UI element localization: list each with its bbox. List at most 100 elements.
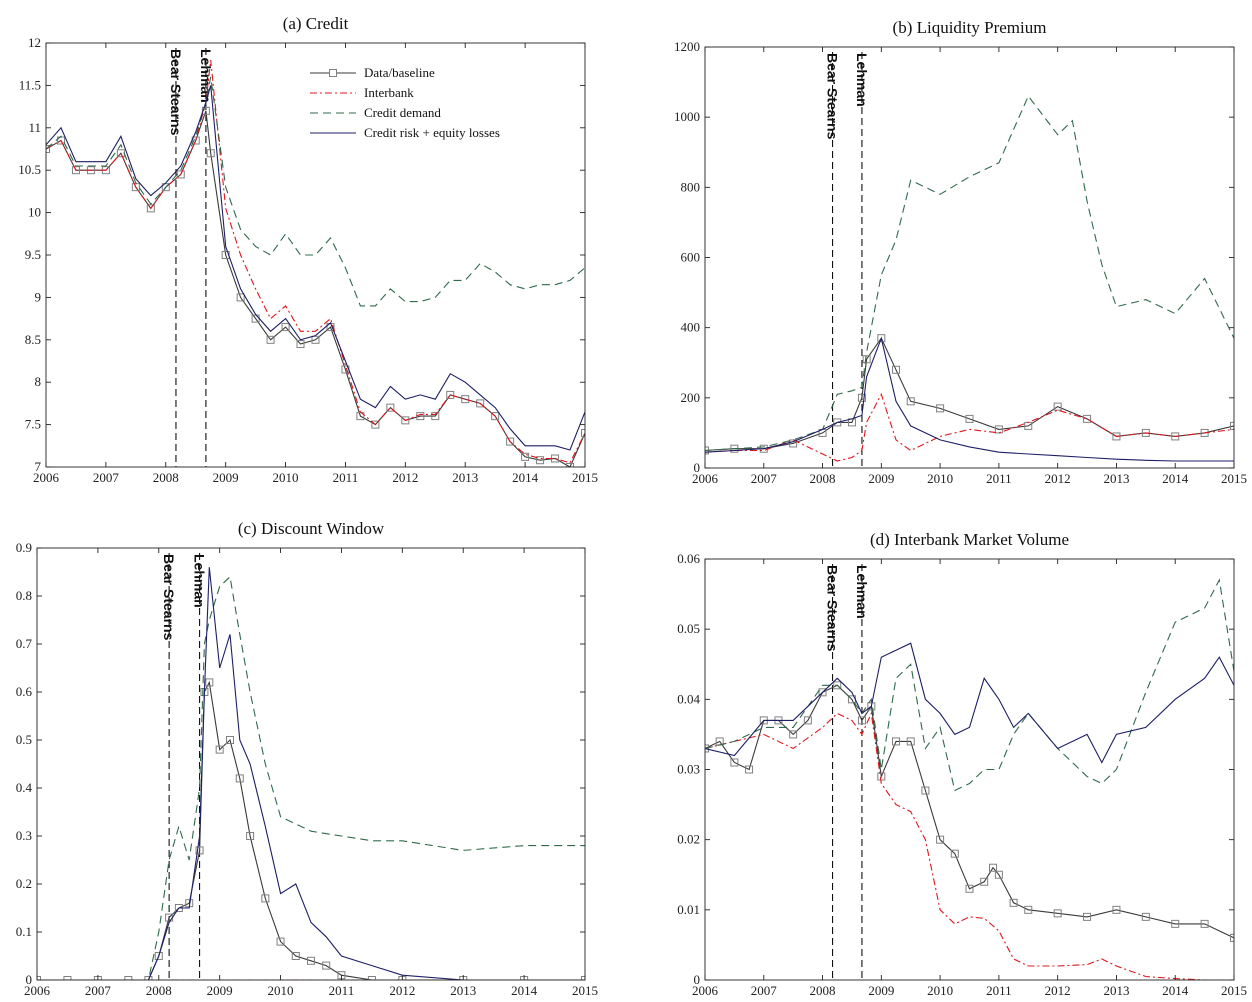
event-label: Bear Stearns [168, 49, 184, 136]
data-point [154, 952, 163, 960]
data-point [63, 976, 72, 980]
data-point [266, 335, 275, 344]
y-tick-label: 10 [28, 205, 41, 220]
data-point [906, 737, 915, 746]
x-tick-label: 2012 [1045, 983, 1071, 998]
data-point [206, 149, 215, 158]
series-group [46, 59, 585, 467]
x-tick-label: 2009 [213, 470, 239, 485]
x-tick-label: 2011 [329, 983, 355, 998]
event-label: Lehman [854, 53, 870, 107]
data-point [71, 166, 80, 175]
data-point [857, 393, 866, 402]
x-tick-label: 2011 [333, 470, 359, 485]
legend-label: Credit demand [364, 105, 441, 120]
series-line [46, 59, 585, 464]
data-point [1200, 919, 1209, 928]
y-tick-label: 0.9 [16, 540, 32, 555]
y-tick-label: 11.5 [19, 77, 41, 92]
y-tick-label: 0 [694, 972, 701, 987]
y-tick-label: 7 [35, 459, 42, 474]
data-point [124, 976, 133, 980]
data-point [1171, 919, 1180, 928]
series-line [705, 336, 1234, 462]
data-point [307, 956, 315, 965]
data-point [261, 894, 270, 903]
data-point [506, 437, 515, 446]
data-point [936, 835, 945, 844]
data-point [226, 736, 235, 744]
data-point [367, 976, 376, 980]
panel-discount-window: (c) Discount Window Bear Stearns Lehman 200… [16, 519, 598, 998]
data-point [1083, 912, 1092, 921]
data-point [867, 702, 876, 711]
x-tick-label: 2006 [692, 471, 719, 486]
data-point [994, 425, 1003, 434]
series-line [37, 575, 585, 980]
y-tick-label: 0 [694, 460, 701, 475]
x-tick-label: 2012 [392, 470, 418, 485]
x-tick-label: 2012 [1045, 471, 1071, 486]
y-tick-label: 0.05 [677, 621, 700, 636]
data-point [566, 463, 575, 467]
data-point [276, 937, 285, 946]
x-tick-label: 2013 [1103, 471, 1129, 486]
y-tick-label: 800 [681, 179, 701, 194]
y-tick-label: 9.5 [25, 247, 41, 262]
event-label: Bear Stearns [825, 53, 841, 140]
x-tick-label: 2006 [33, 470, 60, 485]
legend-label: Credit risk + equity losses [364, 125, 500, 140]
x-tick-label: 2008 [810, 471, 836, 486]
data-point [491, 412, 500, 421]
y-tick-label: 400 [681, 320, 701, 335]
x-tick-label: 2008 [810, 983, 836, 998]
data-point [581, 429, 585, 438]
data-point [892, 365, 901, 374]
series-line [46, 110, 585, 467]
data-point [322, 961, 331, 970]
data-point [994, 870, 1003, 879]
x-tick-label: 2009 [207, 983, 233, 998]
data-point [1024, 905, 1033, 914]
data-point [215, 745, 224, 754]
y-tick-label: 0 [26, 972, 33, 987]
data-point [857, 716, 866, 725]
series-line [46, 85, 585, 451]
x-tick-label: 2010 [927, 471, 953, 486]
y-tick-label: 0.2 [16, 876, 32, 891]
data-point [311, 335, 320, 344]
y-tick-label: 0.1 [16, 924, 32, 939]
data-point [818, 688, 827, 697]
x-tick-label: 2010 [273, 470, 299, 485]
series-group [37, 567, 585, 980]
data-point [281, 323, 290, 332]
x-tick-label: 2009 [868, 471, 894, 486]
panel-interbank-market-volume: (d) Interbank Market Volume Bear Stearns L… [677, 530, 1247, 998]
y-tick-label: 1200 [674, 39, 700, 54]
series-line [46, 76, 585, 307]
series-line [705, 95, 1234, 452]
series-line [705, 642, 1234, 764]
y-tick-label: 8 [35, 374, 42, 389]
y-tick-label: 0.8 [16, 588, 32, 603]
y-tick-label: 9 [35, 289, 42, 304]
panel-title: (d) Interbank Market Volume [870, 530, 1069, 549]
y-tick-label: 0.6 [16, 684, 33, 699]
y-tick-label: 11 [28, 120, 41, 135]
x-tick-label: 2011 [986, 471, 1012, 486]
y-tick-label: 0.03 [677, 762, 700, 777]
y-tick-label: 0.5 [16, 732, 32, 747]
legend-label: Data/baseline [364, 65, 435, 80]
panel-liquidity-premium: (b) Liquidity Premium Bear Stearns Lehman 2… [674, 18, 1247, 486]
series-line [705, 337, 1234, 452]
data-point [195, 846, 204, 855]
y-tick-label: 0.4 [16, 780, 33, 795]
data-point [461, 395, 470, 404]
data-point [833, 681, 842, 690]
x-tick-label: 2012 [389, 983, 415, 998]
data-point [205, 678, 214, 687]
data-point [1053, 402, 1062, 411]
axes-box [45, 42, 586, 468]
